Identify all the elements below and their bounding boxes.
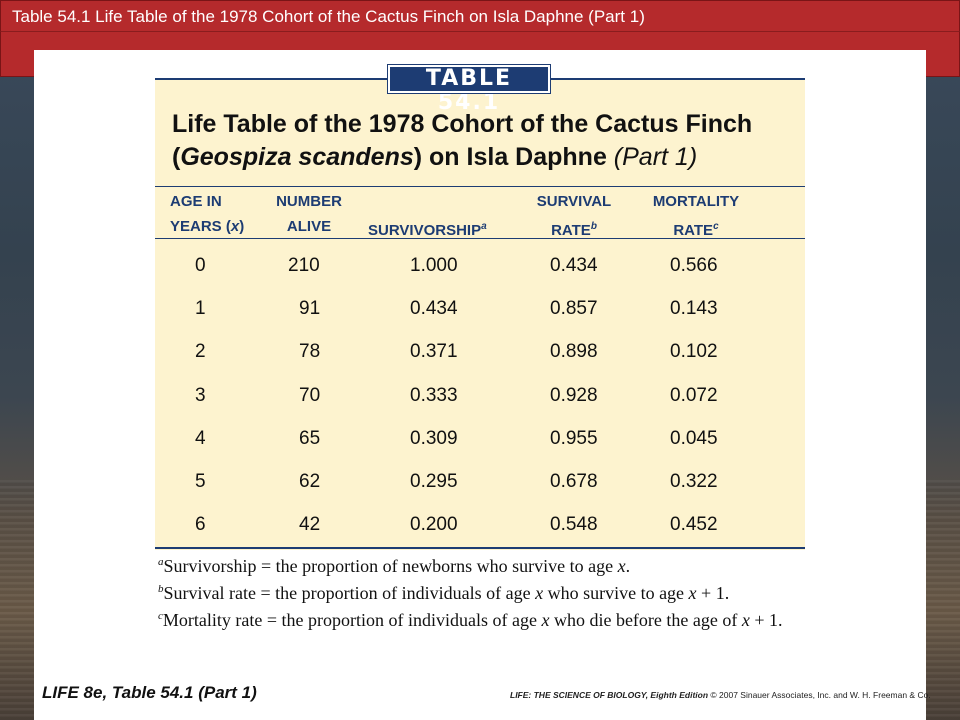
cell-age: 5 (195, 471, 206, 492)
book-title: LIFE: THE SCIENCE OF BIOLOGY, Eighth Edi… (510, 690, 709, 700)
cell-number-alive: 42 (299, 514, 321, 535)
footnote-c: cMortality rate = the proportion of indi… (158, 610, 783, 630)
cell-number-alive: 78 (299, 341, 321, 362)
cell-mortality-rate: 0.322 (670, 471, 718, 492)
table-footnotes: aSurvivorship = the proportion of newbor… (158, 551, 798, 632)
cell-survival-rate: 0.898 (550, 341, 598, 362)
cell-survivorship: 0.434 (410, 298, 458, 319)
title-bar: Table 54.1 Life Table of the 1978 Cohort… (0, 0, 960, 32)
copyright-text: © 2007 Sinauer Associates, Inc. and W. H… (708, 690, 931, 700)
cell-number-alive: 91 (299, 298, 321, 319)
cell-age: 1 (195, 298, 206, 319)
cell-number-alive: 210 (288, 255, 320, 276)
cell-survivorship: 1.000 (410, 255, 458, 276)
cell-survivorship: 0.371 (410, 341, 458, 362)
cell-age: 0 (195, 255, 206, 276)
cell-survival-rate: 0.678 (550, 471, 598, 492)
cell-number-alive: 62 (299, 471, 321, 492)
cell-survival-rate: 0.928 (550, 385, 598, 406)
cell-survival-rate: 0.857 (550, 298, 598, 319)
cell-mortality-rate: 0.452 (670, 514, 718, 535)
copyright-line: LIFE: THE SCIENCE OF BIOLOGY, Eighth Edi… (510, 690, 931, 700)
cell-survivorship: 0.309 (410, 428, 458, 449)
cell-survival-rate: 0.434 (550, 255, 598, 276)
cell-survival-rate: 0.548 (550, 514, 598, 535)
cell-age: 6 (195, 514, 206, 535)
table-rule-top (155, 186, 805, 187)
column-header-survival-rate: SURVIVAL RATEb (536, 193, 612, 239)
cell-survivorship: 0.295 (410, 471, 458, 492)
cell-mortality-rate: 0.566 (670, 255, 718, 276)
cell-mortality-rate: 0.143 (670, 298, 718, 319)
heading-part: (Part 1) (613, 143, 698, 171)
cell-mortality-rate: 0.045 (670, 428, 718, 449)
cell-survivorship: 0.333 (410, 385, 458, 406)
cell-mortality-rate: 0.102 (670, 341, 718, 362)
footnote-a: aSurvivorship = the proportion of newbor… (158, 556, 631, 576)
table-heading-line1: Life Table of the 1978 Cohort of the Cac… (172, 110, 753, 138)
cell-number-alive: 65 (299, 428, 321, 449)
cell-survival-rate: 0.955 (550, 428, 598, 449)
table-number-tag: TABLE 54.1 (387, 64, 551, 115)
table-panel (155, 78, 805, 550)
table-rule-bottom (155, 547, 805, 549)
cell-mortality-rate: 0.072 (670, 385, 718, 406)
slide-title: Table 54.1 Life Table of the 1978 Cohort… (12, 7, 645, 26)
footnote-b: bSurvival rate = the proportion of indiv… (158, 583, 730, 603)
species-name: Geospiza scandens (180, 143, 414, 171)
column-header-mortality-rate: MORTALITY RATEc (652, 193, 740, 239)
table-rule-header (155, 238, 805, 239)
cell-age: 2 (195, 341, 206, 362)
table-heading-line2: (Geospiza scandens) on Isla Daphne (Part… (172, 143, 698, 171)
cell-survivorship: 0.200 (410, 514, 458, 535)
column-header-number-alive: NUMBER ALIVE (276, 193, 342, 235)
figure-caption: LIFE 8e, Table 54.1 (Part 1) (42, 683, 257, 702)
column-header-age: AGE IN YEARS (x) (170, 193, 245, 235)
column-header-survivorship: SURVIVORSHIPa (368, 221, 487, 239)
table-heading: Life Table of the 1978 Cohort of the Cac… (172, 108, 797, 174)
cell-age: 4 (195, 428, 206, 449)
cell-age: 3 (195, 385, 206, 406)
cell-number-alive: 70 (299, 385, 321, 406)
